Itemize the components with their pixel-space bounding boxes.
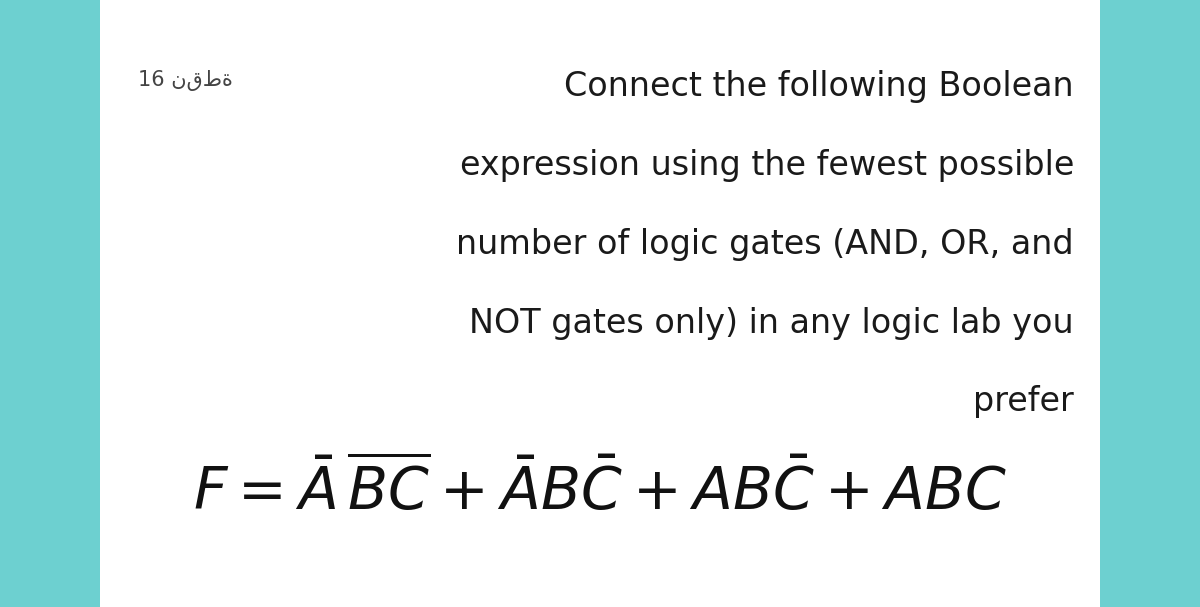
Text: 16 نقطة: 16 نقطة: [138, 70, 233, 91]
Text: Connect the following Boolean: Connect the following Boolean: [564, 70, 1074, 103]
Text: $F = \bar{A}\,\overline{BC} + \bar{A}B\bar{C} + AB\bar{C} + ABC$: $F = \bar{A}\,\overline{BC} + \bar{A}B\b…: [193, 458, 1007, 522]
Text: expression using the fewest possible: expression using the fewest possible: [460, 149, 1074, 181]
FancyBboxPatch shape: [100, 0, 1100, 607]
Text: NOT gates only) in any logic lab you: NOT gates only) in any logic lab you: [469, 307, 1074, 339]
Text: prefer: prefer: [973, 385, 1074, 418]
Text: number of logic gates (AND, OR, and: number of logic gates (AND, OR, and: [456, 228, 1074, 260]
